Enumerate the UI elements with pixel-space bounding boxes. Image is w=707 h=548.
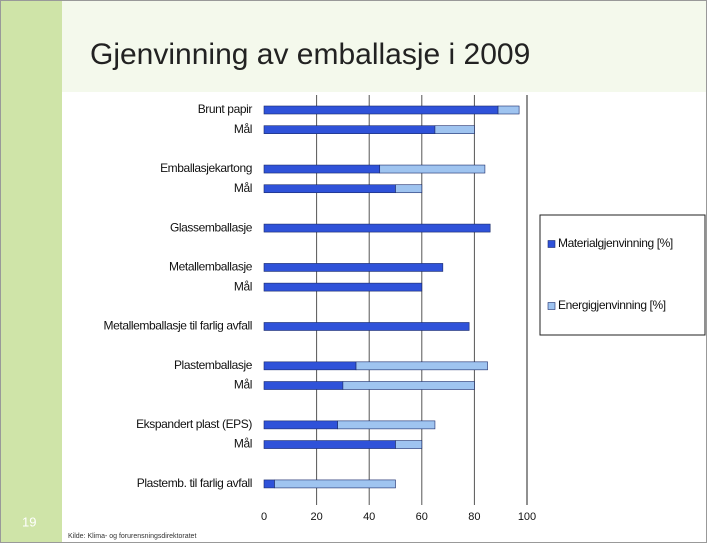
bar xyxy=(263,105,499,115)
bar xyxy=(263,184,396,194)
y-tick-label: Mål xyxy=(234,122,252,136)
slide-title: Gjenvinning av emballasje i 2009 xyxy=(90,38,530,71)
bar xyxy=(263,420,338,430)
y-tick-label: Emballasjekartong xyxy=(160,161,252,175)
bar xyxy=(379,164,486,174)
y-tick-label: Plastemb. til farlig avfall xyxy=(137,476,252,490)
slide-number: 19 xyxy=(22,514,36,529)
legend-box xyxy=(539,214,706,336)
y-tick-label: Mål xyxy=(234,437,252,451)
title-area xyxy=(62,0,707,92)
x-tick-label: 60 xyxy=(416,511,428,523)
bar xyxy=(263,282,423,292)
bar xyxy=(337,420,436,430)
x-tick-label: 100 xyxy=(518,511,536,523)
y-tick-label: Metallemballasje til farlig avfall xyxy=(104,319,252,333)
side-strip xyxy=(0,0,62,543)
y-tick-label: Mål xyxy=(234,181,252,195)
x-tick-label: 80 xyxy=(468,511,480,523)
bar xyxy=(497,105,520,115)
y-tick-label: Metallemballasje xyxy=(169,260,253,274)
legend-swatch xyxy=(547,302,556,310)
bar xyxy=(263,440,396,449)
y-tick-label: Brunt papir xyxy=(198,102,253,116)
x-tick-label: 20 xyxy=(310,511,322,523)
bar xyxy=(263,361,357,371)
bar xyxy=(395,184,423,194)
bar xyxy=(263,381,344,390)
bar xyxy=(342,381,475,390)
bar xyxy=(395,440,423,449)
bar xyxy=(263,322,470,331)
y-tick-label: Plastemballasje xyxy=(174,358,253,372)
bar xyxy=(263,125,436,134)
bar xyxy=(263,223,491,233)
legend-label: Materialgjenvinning [%] xyxy=(558,236,673,250)
bar xyxy=(274,479,396,489)
y-tick-label: Mål xyxy=(234,378,252,392)
y-tick-label: Ekspandert plast (EPS) xyxy=(136,417,252,431)
bar xyxy=(263,263,444,272)
bar xyxy=(434,125,475,134)
x-tick-label: 0 xyxy=(261,511,267,523)
legend-label: Energigjenvinning [%] xyxy=(558,298,666,312)
legend-swatch xyxy=(547,240,556,248)
bar xyxy=(263,479,275,489)
y-tick-label: Glassemballasje xyxy=(170,220,253,234)
x-tick-label: 40 xyxy=(363,511,375,523)
bar xyxy=(355,361,488,371)
bar xyxy=(263,164,381,174)
source: Kilde: Klima- og forurensningsdirektorat… xyxy=(68,533,196,540)
y-tick-label: Mål xyxy=(234,279,252,293)
